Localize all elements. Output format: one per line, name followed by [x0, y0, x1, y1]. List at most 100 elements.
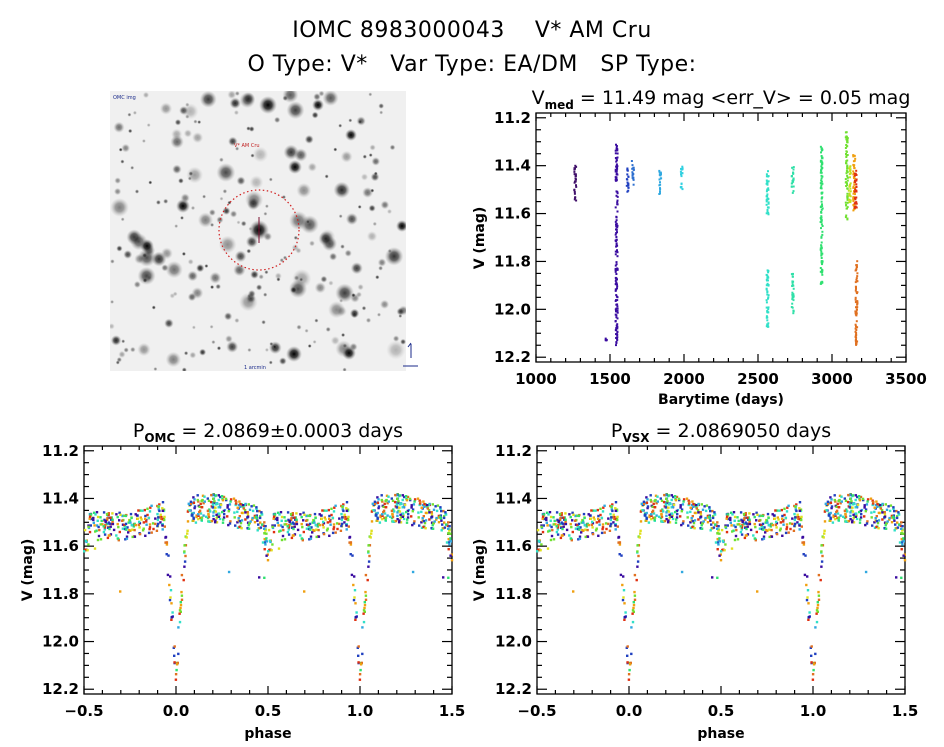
data-point [586, 528, 589, 532]
data-point [154, 517, 157, 520]
star [351, 311, 358, 319]
data-point [372, 509, 375, 512]
data-point [658, 171, 661, 174]
data-point [207, 515, 211, 519]
data-point [852, 196, 855, 199]
data-point [259, 521, 262, 524]
data-point [624, 611, 627, 614]
data-point [83, 550, 86, 553]
data-point [111, 518, 114, 521]
data-point [674, 521, 678, 524]
data-point [353, 596, 356, 599]
star [345, 129, 357, 141]
data-point [615, 228, 617, 231]
star [176, 199, 190, 213]
star [197, 212, 214, 228]
data-point [447, 521, 450, 524]
data-point [596, 508, 599, 512]
data-point [651, 505, 654, 508]
data-point [820, 191, 823, 194]
data-point [614, 264, 617, 267]
data-point [819, 182, 822, 185]
data-point [614, 308, 617, 311]
data-point [626, 173, 629, 176]
data-point [766, 282, 769, 285]
data-point [548, 524, 552, 527]
data-point [856, 275, 859, 278]
data-point [852, 209, 855, 212]
data-point [292, 534, 295, 537]
data-point [791, 166, 794, 169]
data-point [221, 521, 225, 524]
star [288, 211, 309, 231]
data-point [97, 525, 100, 529]
data-point [295, 522, 299, 526]
data-point [279, 524, 283, 527]
data-point [623, 616, 627, 619]
data-point [729, 518, 732, 522]
star [245, 190, 264, 209]
data-point [249, 520, 252, 523]
data-point [753, 522, 756, 526]
star [189, 351, 197, 359]
data-point [893, 529, 896, 532]
data-point [430, 521, 434, 524]
data-point [753, 537, 756, 540]
data-point [702, 520, 705, 523]
data-point [400, 502, 403, 506]
data-point [308, 525, 311, 529]
data-point [357, 654, 360, 657]
data-point [383, 502, 386, 506]
star [379, 299, 390, 310]
data-point [177, 652, 180, 656]
data-point [278, 513, 281, 516]
label-bottom-center: 1 arcmin [244, 365, 266, 371]
star [330, 336, 340, 346]
data-point [616, 278, 618, 281]
title-rest: = 11.49 mag <err_V> = 0.05 mag [574, 87, 911, 109]
data-point [437, 516, 440, 519]
data-point [614, 501, 618, 504]
data-point [614, 279, 617, 282]
data-point [95, 529, 98, 532]
data-point [420, 521, 423, 524]
data-point [637, 544, 641, 547]
data-point [846, 510, 849, 513]
data-point [432, 522, 435, 525]
data-point [367, 544, 370, 547]
data-point [247, 527, 251, 530]
data-point [150, 504, 153, 507]
data-point [787, 531, 790, 534]
data-point [851, 519, 854, 522]
data-point [609, 522, 613, 526]
data-point [852, 185, 855, 188]
star [222, 189, 228, 194]
data-point [301, 525, 304, 529]
data-point [422, 525, 425, 529]
data-point [680, 510, 683, 513]
data-point [622, 589, 626, 592]
star [148, 180, 153, 185]
data-point [549, 538, 553, 542]
data-point [854, 172, 857, 175]
data-point [849, 184, 852, 187]
data-point [88, 530, 92, 534]
data-point [614, 320, 617, 323]
data-point [733, 519, 736, 522]
data-point [447, 541, 451, 544]
data-point [435, 516, 438, 520]
data-point [349, 541, 353, 544]
data-point [362, 612, 365, 615]
star [268, 177, 273, 182]
data-point [238, 500, 241, 503]
star [247, 289, 256, 298]
data-point [892, 506, 895, 509]
data-point [890, 516, 893, 519]
star [340, 244, 345, 250]
data-point [332, 510, 336, 513]
data-point [820, 235, 823, 238]
star [361, 305, 367, 311]
data-point [570, 525, 573, 529]
star [130, 346, 136, 353]
star [252, 146, 269, 163]
